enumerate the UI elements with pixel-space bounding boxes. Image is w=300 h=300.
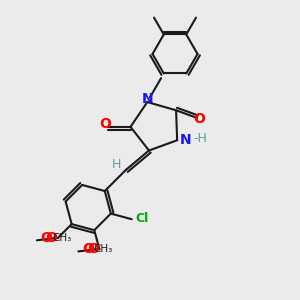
Text: O: O — [100, 118, 112, 131]
Text: O: O — [45, 231, 57, 245]
Text: O: O — [82, 242, 94, 256]
Text: O: O — [87, 242, 99, 256]
Text: H: H — [112, 158, 121, 171]
Text: -H: -H — [194, 132, 208, 145]
Text: O: O — [194, 112, 206, 127]
Text: N: N — [142, 92, 153, 106]
Text: O: O — [40, 231, 52, 245]
Text: CH₃: CH₃ — [52, 233, 71, 243]
Text: N: N — [179, 133, 191, 147]
Text: CH₃: CH₃ — [93, 244, 112, 254]
Text: Cl: Cl — [135, 212, 148, 225]
